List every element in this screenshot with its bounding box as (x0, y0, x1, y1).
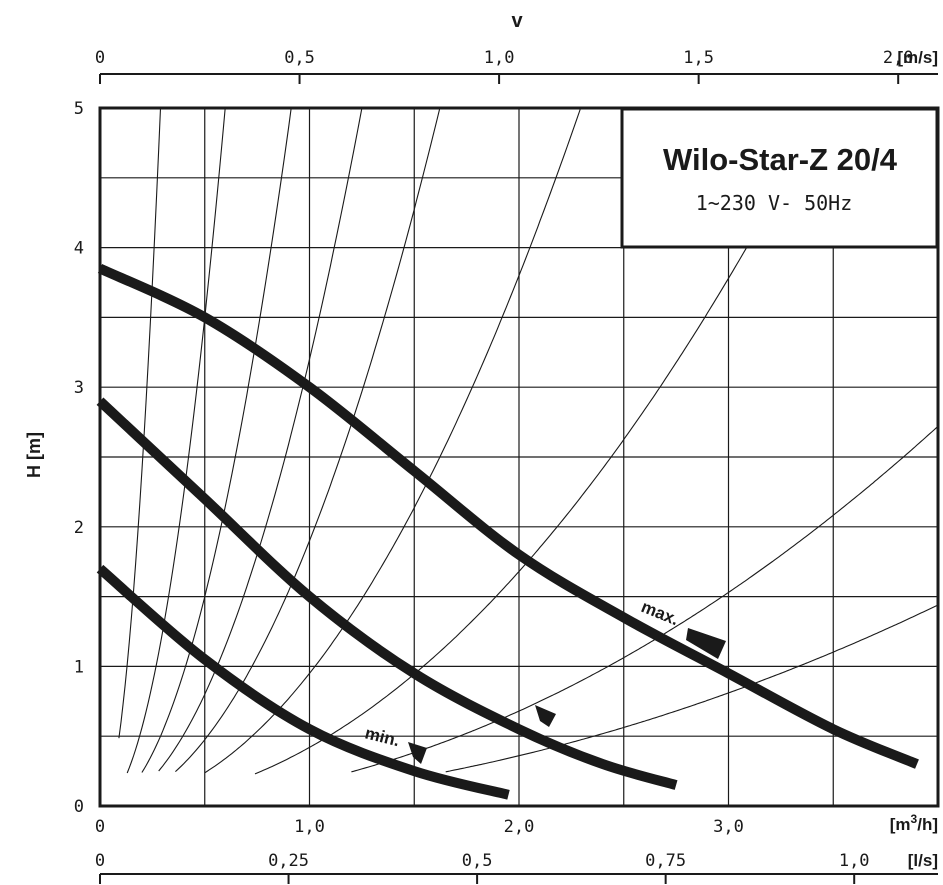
system-curve (204, 107, 582, 774)
min-marker (408, 742, 427, 764)
pump-curve-max (97, 263, 919, 769)
second-x-tick-label: 0,75 (645, 851, 686, 871)
system-curve (175, 107, 441, 773)
y-axis-label: H [m] (24, 432, 44, 478)
y-tick-label: 2 (74, 518, 84, 538)
min-label: min. (363, 723, 402, 750)
pump-curve-min (96, 564, 510, 800)
y-tick-label: 4 (74, 239, 84, 259)
x-tick-label: 3,0 (713, 817, 744, 837)
second-x-axis-ticks: 0 0,25 0,5 0,75 1,0 (95, 851, 870, 884)
top-tick-label: 2,0 (883, 48, 914, 68)
top-tick-label: 0 (95, 48, 105, 68)
pump-curve-mid (96, 397, 678, 790)
system-curve (351, 425, 939, 773)
system-curve (118, 107, 162, 739)
title-box (620, 107, 939, 249)
system-curve (445, 604, 939, 773)
system-curves (118, 107, 939, 775)
y-tick-label: 3 (74, 378, 84, 398)
second-x-tick-label: 0 (95, 851, 105, 871)
chart-subtitle: 1~230 V- 50Hz (696, 191, 853, 215)
system-curve (126, 107, 226, 774)
x-tick-label: 2,0 (504, 817, 535, 837)
x-tick-label: 1,0 (294, 817, 325, 837)
plot-frame (98, 106, 940, 808)
system-curve (141, 107, 292, 773)
system-curve (254, 107, 824, 775)
max-marker (686, 628, 726, 659)
top-axis-unit: [m/s] (897, 48, 938, 67)
top-tick-label: 0,5 (284, 48, 315, 68)
chart-title: Wilo-Star-Z 20/4 (663, 142, 898, 177)
y-tick-label: 0 (74, 797, 84, 817)
top-axis-title: v (511, 10, 523, 32)
second-x-axis-unit: [l/s] (908, 851, 938, 870)
x-axis-unit: [m3/h] (890, 812, 938, 834)
top-axis-ticks: 0 0,5 1,0 1,5 2,0 (95, 48, 914, 84)
second-x-tick-label: 1,0 (839, 851, 870, 871)
second-x-tick-label: 0,5 (462, 851, 493, 871)
y-axis-ticks: 0 1 2 3 4 5 (74, 99, 84, 817)
top-tick-label: 1,0 (484, 48, 515, 68)
system-curve (158, 107, 363, 772)
top-tick-label: 1,5 (683, 48, 714, 68)
x-axis-ticks: 0 1,0 2,0 3,0 (95, 817, 744, 837)
y-tick-label: 5 (74, 99, 84, 119)
mid-marker (535, 705, 556, 727)
second-x-tick-label: 0,25 (268, 851, 309, 871)
pump-curves (96, 263, 919, 800)
y-tick-label: 1 (74, 657, 84, 677)
x-tick-label: 0 (95, 817, 105, 837)
